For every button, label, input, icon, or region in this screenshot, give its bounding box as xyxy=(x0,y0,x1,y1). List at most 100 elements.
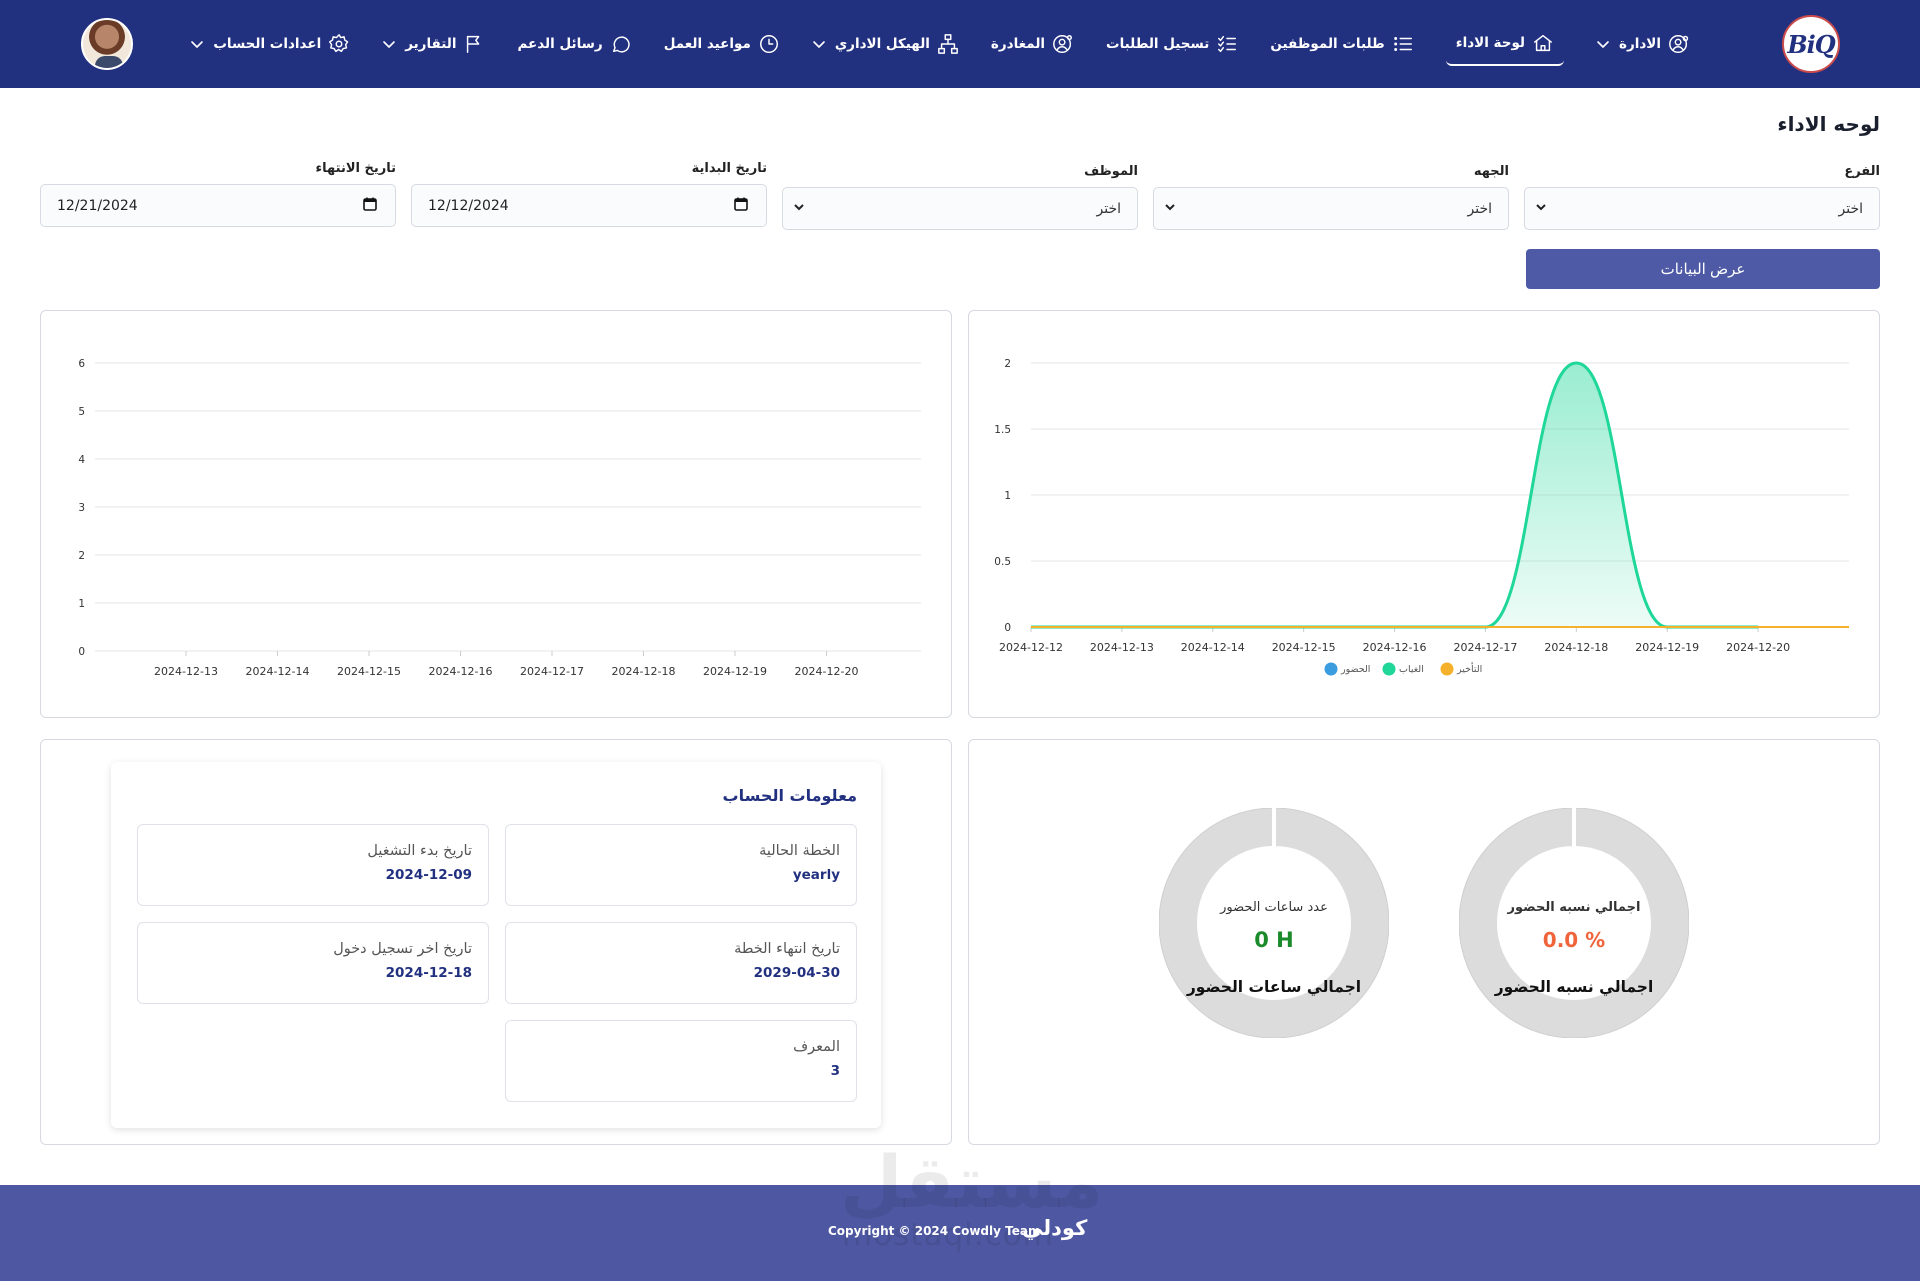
end-date-input[interactable]: 12/21/2024 xyxy=(40,184,396,227)
legend-marker xyxy=(1324,662,1338,676)
x-tick-label: 2024-12-16 xyxy=(1363,641,1427,654)
brand-logo[interactable]: BiQ xyxy=(1782,15,1840,73)
last-login-label: تاريخ اخر تسجيل دخول xyxy=(333,941,472,957)
start-date-field: تاريخ البداية 12/12/2024 xyxy=(411,161,767,227)
nav-label: المغادرة xyxy=(990,36,1046,52)
current-plan-value: yearly xyxy=(792,867,840,883)
nav-item-account-settings[interactable]: اعدادات الحساب xyxy=(190,24,350,64)
employee-select[interactable]: اختر xyxy=(782,187,1138,230)
secondary-line-chart: 0 1 2 3 4 5 6 2024-12-13 2024-12-14 2024-12-15 202… xyxy=(78,358,921,678)
x-tick-label: 2024-12-14 xyxy=(246,665,310,678)
x-tick-label: 2024-12-18 xyxy=(612,665,676,678)
attendance-hours-value: 0 H xyxy=(1254,928,1294,952)
branch-select-value: اختر xyxy=(1838,200,1864,217)
logo-text: BiQ xyxy=(1787,29,1835,59)
nav-item-register-requests[interactable]: تسجيل الطلبات xyxy=(1106,24,1238,64)
end-date-value: 12/21/2024 xyxy=(57,197,138,214)
y-tick-label: 1.5 xyxy=(994,424,1011,436)
user-avatar[interactable] xyxy=(81,18,133,70)
branch-select[interactable]: اختر xyxy=(1524,187,1880,230)
nav-item-dashboard[interactable]: لوحة الاداء xyxy=(1445,22,1565,66)
x-tick-label: 2024-12-18 xyxy=(1544,641,1608,654)
x-tick-label: 2024-12-20 xyxy=(1726,641,1790,654)
legend-marker xyxy=(1440,662,1454,676)
last-login-box: تاريخ اخر تسجيل دخول 2024-12-18 xyxy=(137,922,489,1004)
y-tick-label: 2 xyxy=(1004,358,1011,370)
nav-item-work-hours[interactable]: مواعيد العمل xyxy=(664,24,780,64)
nav-item-employee-requests[interactable]: طلبات الموظفين xyxy=(1270,24,1413,64)
attendance-rate-title: اجمالي نسبه الحضور xyxy=(1494,978,1654,996)
x-tick-label: 2024-12-15 xyxy=(1272,641,1336,654)
attendance-hours-title: اجمالي ساعات الحضور xyxy=(1186,978,1362,996)
nav-label: الهيكل الاداري xyxy=(834,36,930,52)
end-date-label: تاريخ الانتهاء xyxy=(315,161,396,176)
hierarchy-icon xyxy=(937,33,959,55)
x-tick-label: 2024-12-12 xyxy=(999,641,1063,654)
nav-label: رسائل الدعم xyxy=(517,36,603,52)
x-tick-label: 2024-12-14 xyxy=(1181,641,1245,654)
x-tick-label: 2024-12-20 xyxy=(795,665,859,678)
start-date-value: 12/12/2024 xyxy=(428,197,509,214)
y-tick-label: 5 xyxy=(78,406,85,418)
start-date-input[interactable]: 12/12/2024 xyxy=(411,184,767,227)
last-login-value: 2024-12-18 xyxy=(385,965,472,981)
legend-marker xyxy=(1382,662,1396,676)
x-tick-label: 2024-12-16 xyxy=(429,665,493,678)
home-icon xyxy=(1532,32,1554,54)
series-area xyxy=(1031,363,1759,627)
branch-label: الفرع xyxy=(1844,164,1880,179)
calendar-icon[interactable] xyxy=(363,197,377,215)
chevron-down-icon xyxy=(1535,201,1547,217)
secondary-chart-card: 0 1 2 3 4 5 6 2024-12-13 2024-12-14 2024-12-15 202… xyxy=(40,310,952,718)
y-tick-label: 3 xyxy=(78,502,85,514)
attendance-rate-inner-label: اجمالي نسبه الحضور xyxy=(1507,900,1641,915)
start-date-box: تاريخ بدء التشغيل 2024-12-09 xyxy=(137,824,489,906)
employee-select-value: اختر xyxy=(1096,200,1122,217)
x-tick-label: 2024-12-19 xyxy=(703,665,767,678)
y-tick-label: 0 xyxy=(78,646,85,658)
x-tick-label: 2024-12-13 xyxy=(1090,641,1154,654)
footer-brand: كودلي xyxy=(1022,1216,1088,1240)
start-date-label: تاريخ البداية xyxy=(691,161,767,176)
show-data-button[interactable]: عرض البيانات xyxy=(1526,249,1880,289)
department-field: الجهه اختر xyxy=(1153,164,1509,230)
chevron-down-icon xyxy=(382,37,396,51)
page-title: لوحه الاداء xyxy=(1777,112,1880,136)
x-tick-label: 2024-12-13 xyxy=(154,665,218,678)
plan-end-value: 2029-04-30 xyxy=(753,965,840,981)
attendance-hours-inner-label: عدد ساعات الحضور xyxy=(1220,900,1328,915)
department-label: الجهه xyxy=(1473,164,1509,179)
nav-label: تسجيل الطلبات xyxy=(1106,36,1210,52)
chevron-down-icon xyxy=(1596,37,1610,51)
nav-item-support-messages[interactable]: رسائل الدعم xyxy=(517,24,631,64)
attendance-area-chart: 0 0.5 1 1.5 2 2024-12-12 2024-12-13 2024-12-14 2… xyxy=(994,358,1849,676)
nav-item-org-structure[interactable]: الهيكل الاداري xyxy=(812,24,959,64)
department-select[interactable]: اختر xyxy=(1153,187,1509,230)
nav-item-reports[interactable]: التقارير xyxy=(382,24,485,64)
legend-label: الحضور xyxy=(1340,664,1370,675)
end-date-field: تاريخ الانتهاء 12/21/2024 xyxy=(40,161,396,227)
attendance-rate-donut: اجمالي نسبه الحضور 0.0 % xyxy=(1458,807,1690,1039)
legend-label: الغياب xyxy=(1399,664,1424,675)
employee-field: الموظف اختر xyxy=(782,164,1138,230)
attendance-stats-card: اجمالي نسبه الحضور 0.0 % اجمالي نسبه الح… xyxy=(968,739,1880,1145)
calendar-icon[interactable] xyxy=(734,197,748,215)
attendance-hours-donut: عدد ساعات الحضور 0 H xyxy=(1158,807,1390,1039)
watermark-arabic: مستقل xyxy=(840,1140,1104,1224)
current-plan-label: الخطة الحالية xyxy=(759,843,840,859)
user-circle-icon xyxy=(1052,33,1074,55)
copyright-text: Copyright © 2024 Cowdly Team xyxy=(828,1224,1041,1238)
legend-label: التأخير xyxy=(1456,662,1482,675)
y-tick-label: 1 xyxy=(78,598,85,610)
branch-field: الفرع اختر xyxy=(1524,164,1880,230)
chevron-down-icon xyxy=(793,201,805,217)
nav-item-leave[interactable]: المغادرة xyxy=(991,24,1074,64)
y-tick-label: 0.5 xyxy=(994,556,1011,568)
clock-icon xyxy=(758,33,780,55)
plan-end-box: تاريخ انتهاء الخطة 2029-04-30 xyxy=(505,922,857,1004)
nav-item-administration[interactable]: الادارة xyxy=(1596,24,1690,64)
y-tick-label: 0 xyxy=(1004,622,1011,634)
chevron-down-icon xyxy=(190,37,204,51)
y-tick-label: 1 xyxy=(1004,490,1011,502)
chat-icon xyxy=(610,33,632,55)
